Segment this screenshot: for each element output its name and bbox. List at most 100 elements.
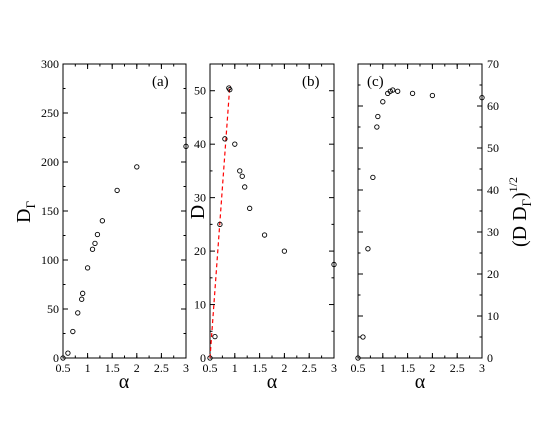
panel-b-y-tick-label: 40 [194,137,206,151]
panel-b-data-point [237,168,243,174]
panel-c-y-axis-label-main: (D D [509,206,531,247]
panel-a-y-axis-label: DΓ [13,201,38,223]
panel-c-x-tick-label: 3 [479,361,485,375]
panel-b-frame [209,63,335,359]
panel-a-y-tick-label: 300 [41,57,59,71]
panel-b-data-point [232,141,238,147]
panel-a-data-point [65,350,71,356]
panel-c-x-tick-label: 1.5 [400,361,415,375]
panel-a-data-point [70,328,76,335]
panel-b-marks [207,85,337,361]
panel-b-data-point [242,184,248,190]
panel-c-data-point [355,355,361,361]
panel-b-data-point [261,232,268,238]
panel-c-data-point [395,88,401,94]
panel-c-data-point [365,246,371,252]
panel-c-y-axis-label: (D DΓ)1/2 [506,177,534,247]
panel-a-data-point [75,310,81,316]
panel-a-marks [60,143,189,361]
panel-c-y-tick-label: 20 [487,267,499,281]
panel-c-y-axis-label-sub: Γ [519,198,534,206]
panel-c-y-tick-label: 30 [487,225,499,239]
panel-a-ticks: 0.5 1 1.5 2 2.5 3 0 50 100 150 200 250 300 [41,57,189,375]
panel-a-data-point [99,218,106,224]
panel-c-tag: (c) [367,74,384,90]
panel-c-data-point [380,99,386,105]
panel-c-y-tick-label: 40 [487,183,499,197]
panel-a-data-point [134,164,140,170]
panel-a-x-tick-label: 3 [183,361,189,375]
panel-a-x-axis-label: α [119,371,130,393]
panel-a-data-point [79,296,85,302]
panel-b-x-tick-label: 0.5 [203,361,218,375]
panel-c-y-tick-label: 0 [487,351,493,365]
panel-c-x-axis-label: α [415,371,426,393]
panel-a-data-point [183,143,189,149]
panel-b-y-tick-label: 50 [194,84,206,98]
panel-c-data-point [387,88,393,94]
panel-b-data-point [247,205,253,211]
panel-a-x-tick-label: 1.5 [105,361,120,375]
panel-c-ticks: 0.5 1 1.5 2 2.5 30 10 20 30 40 50 60 70 [351,57,500,375]
panel-c-x-tick-label: 2 [429,361,435,375]
panel-c-frame [357,63,483,359]
panel-a-data-point [80,290,86,296]
panel-a-x-tick-label: 0.5 [56,361,71,375]
panel-c-x-tick-label: 1 [380,361,386,375]
panel-b-data-point [207,355,213,361]
panel-a-data-point [84,265,91,271]
panel-b-y-tick-label: 10 [194,298,206,312]
panel-a-data-point [92,240,98,246]
panel-a-y-tick-label: 50 [47,302,59,316]
panel-c-data-point [429,92,436,99]
panel-b-y-axis-label: D [187,205,209,219]
panel-b-data-point [281,248,288,254]
panel-c-y-tick-label: 70 [487,57,499,71]
panel-b-data-point [239,173,245,179]
panel-a-y-tick-label: 150 [41,204,59,218]
svg-text:DΓ: DΓ [13,201,38,223]
panel-a-tag: (a) [152,74,169,90]
panel-c-data-point [370,174,376,181]
panel-a-data-point [60,355,66,361]
panel-c-x-tick-label: 0.5 [351,361,366,375]
panel-a-x-tick-label: 2.5 [154,361,169,375]
panel-c-y-tick-label: 10 [487,309,499,323]
panel-c-data-point [375,113,381,120]
panel-b-y-tick-label: 20 [194,244,206,258]
panel-a-y-axis-label-main: D [13,209,35,223]
panel-c-x-tick-label: 2.5 [450,361,465,375]
panel-a-y-tick-label: 200 [41,155,59,169]
panel-b-data-point [212,333,218,340]
panel-b-x-tick-label: 1 [232,361,238,375]
panel-b-data-point [331,261,337,268]
panel-b-data-point [227,87,233,93]
panel-b-data-point [222,136,228,142]
panel-b-tag: (b) [302,74,320,90]
panel-a-data-point [94,231,101,238]
panel-c-y-tick-label: 50 [487,141,499,155]
panel-a-y-axis-label-sub: Γ [23,201,38,209]
panel-c-data-point [360,334,366,340]
panel-b-data-point [217,221,223,228]
panel-b-y-tick-label: 0 [200,351,206,365]
panel-a-y-tick-label: 250 [41,106,59,120]
panel-a-x-tick-label: 1 [85,361,91,375]
panel-c-y-axis-label-sup: 1/2 [506,177,520,192]
panel-b-x-tick-label: 2 [281,361,287,375]
panel-c-marks [355,87,485,361]
panel-c: (c) α (D DΓ)1/2 0.5 1 1.5 2 2.5 30 10 20 30 40 50 6… [351,57,535,393]
panel-c-data-point [390,87,396,93]
panel-c-y-tick-label: 60 [487,99,499,113]
panel-b-x-tick-label: 3 [331,361,337,375]
panel-a: (a) α DΓ 0.5 1 1.5 2 2.5 3 0 50 100 150 200 250 300 [13,57,189,393]
panel-c-data-point [374,124,380,130]
panel-b-x-tick-label: 2.5 [302,361,317,375]
panel-a-y-tick-label: 0 [53,351,59,365]
panel-b-x-tick-label: 1.5 [252,361,267,375]
svg-text:(D DΓ)1/2: (D DΓ)1/2 [506,177,534,247]
panel-c-y-axis-label-close: ) [509,192,531,199]
